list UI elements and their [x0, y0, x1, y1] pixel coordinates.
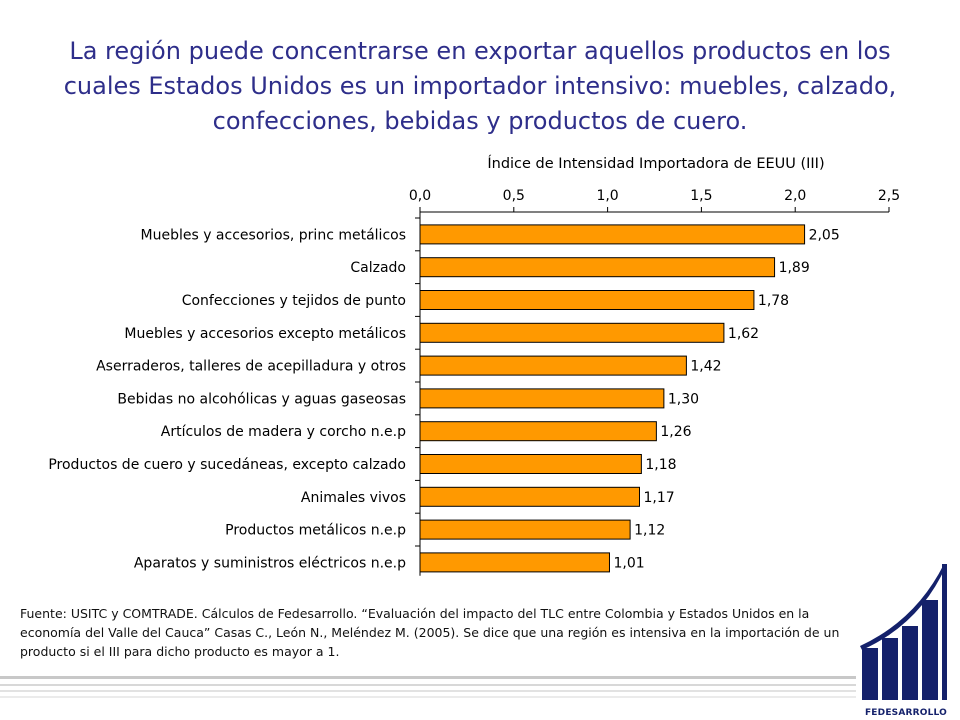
category-label: Confecciones y tejidos de punto: [182, 293, 406, 309]
value-label: 1,01: [613, 555, 644, 571]
bar: [419, 322, 725, 343]
category-label: Artículos de madera y corcho n.e.p: [161, 424, 406, 440]
x-tick-label: 1,5: [690, 188, 712, 204]
category-label: Muebles y accesorios excepto metálicos: [124, 326, 406, 342]
category-label: Aparatos y suministros eléctricos n.e.p: [134, 555, 406, 571]
x-tick-label: 2,5: [878, 188, 900, 204]
bar: [419, 454, 642, 474]
x-tick-label: 0,5: [503, 188, 525, 204]
fedesarrollo-logo: FEDESARROLLO: [856, 560, 956, 720]
bar: [419, 224, 806, 245]
x-tick-label: 1,0: [596, 188, 618, 204]
category-label: Aserraderos, talleres de acepilladura y …: [96, 359, 406, 375]
category-label: Muebles y accesorios, princ metálicos: [141, 227, 407, 243]
value-label: 1,12: [634, 523, 665, 539]
slide-title: La región puede concentrarse en exportar…: [63, 37, 897, 135]
bar: [419, 519, 631, 540]
value-label: 1,18: [645, 457, 676, 473]
value-label: 1,62: [728, 326, 759, 342]
bar: [419, 257, 776, 278]
category-label: Productos metálicos n.e.p: [225, 523, 406, 539]
value-label: 1,26: [660, 424, 691, 440]
value-label: 1,42: [690, 359, 721, 375]
value-label: 1,17: [643, 490, 674, 506]
bar: [419, 552, 610, 573]
bars: [419, 224, 806, 573]
x-tick-label: 0,0: [409, 188, 431, 204]
category-label: Productos de cuero y sucedáneas, excepto…: [48, 457, 406, 473]
category-label: Animales vivos: [301, 490, 406, 506]
source-note: Fuente: USITC y COMTRADE. Cálculos de Fe…: [20, 606, 840, 659]
value-label: 1,89: [779, 260, 810, 276]
x-axis: 0,0 0,5 1,0 1,5 2,0 2,5: [409, 188, 900, 576]
bottom-rule: [0, 676, 856, 698]
chart-title: Índice de Intensidad Importadora de EEUU…: [487, 155, 824, 172]
x-tick-label: 2,0: [784, 188, 806, 204]
bar-chart: Índice de Intensidad Importadora de EEUU…: [48, 155, 900, 576]
bar: [419, 290, 755, 310]
value-labels: 2,05 1,89 1,78 1,62 1,42 1,30 1,26 1,18 1,17 1,12…: [613, 227, 839, 571]
bar: [419, 421, 657, 442]
bar: [419, 388, 665, 409]
bar: [419, 486, 640, 507]
category-labels: Muebles y accesorios, princ metálicos Cal…: [48, 227, 406, 571]
category-label: Calzado: [350, 260, 406, 276]
bar: [419, 355, 687, 376]
value-label: 2,05: [809, 227, 840, 243]
logo-mark-icon: [860, 564, 947, 700]
category-label: Bebidas no alcohólicas y aguas gaseosas: [117, 391, 406, 407]
logo-text: FEDESARROLLO: [864, 708, 948, 718]
value-label: 1,78: [758, 293, 789, 309]
value-label: 1,30: [668, 391, 699, 407]
